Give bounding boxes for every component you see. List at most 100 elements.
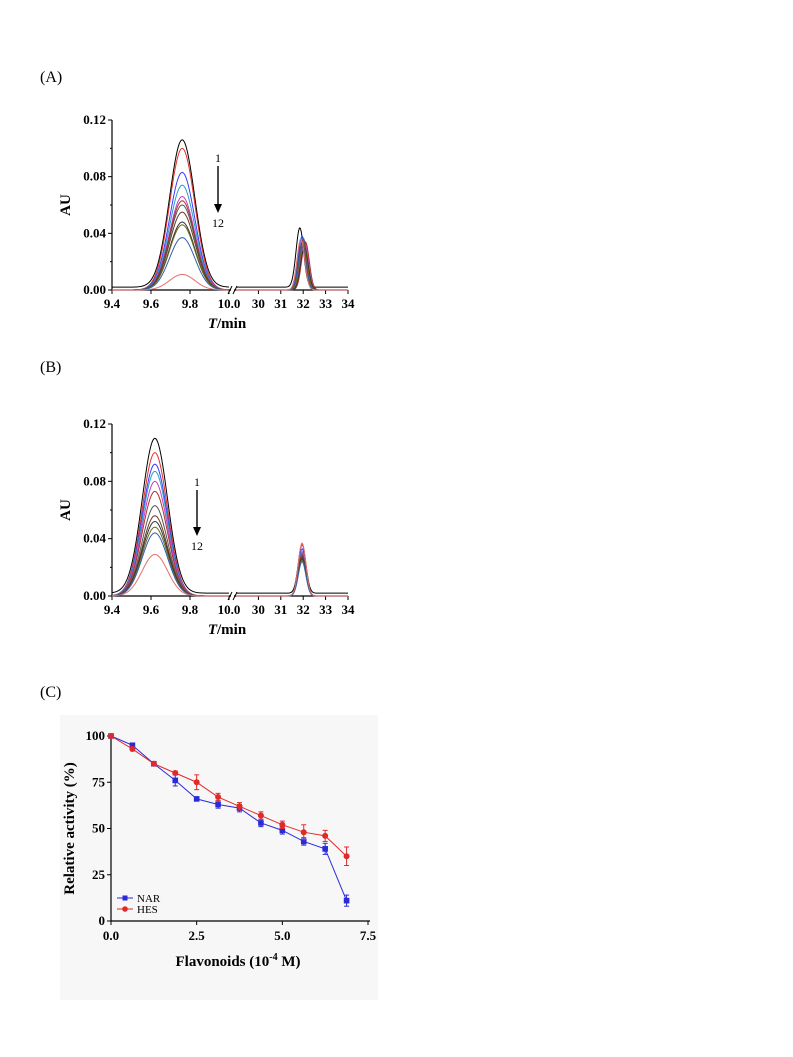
x-tick-label: 31 xyxy=(274,602,287,617)
data-point-hes xyxy=(300,829,307,836)
arrow-head xyxy=(214,204,222,213)
data-point-hes xyxy=(322,832,329,839)
x-tick-label: 34 xyxy=(342,602,356,617)
chromatogram-trace-peak2 xyxy=(236,555,348,597)
legend-marker xyxy=(122,895,128,901)
chromatogram-trace-peak2 xyxy=(236,241,348,291)
chromatogram-trace-peak2 xyxy=(236,558,348,597)
chromatogram-trace-peak2 xyxy=(236,547,348,597)
x-tick-label: 10.0 xyxy=(218,602,241,617)
y-tick-label: 0.04 xyxy=(83,531,106,546)
x-tick-label: 30 xyxy=(252,602,265,617)
chromatogram-trace-peak2 xyxy=(236,236,348,291)
chromatogram-trace-peak2 xyxy=(236,543,348,594)
x-tick-label: 10.0 xyxy=(218,296,241,311)
chromatogram-trace-peak1 xyxy=(112,273,229,291)
x-tick-label: 32 xyxy=(297,602,310,617)
chromatogram-trace-peak2 xyxy=(236,550,348,597)
data-point-nar xyxy=(300,838,307,845)
y-axis-title: AU xyxy=(58,194,74,216)
chromatogram-trace-peak2 xyxy=(236,235,348,291)
y-tick-label: 75 xyxy=(92,774,106,789)
panel-b-label: (B) xyxy=(40,359,61,376)
data-point-hes xyxy=(129,745,136,752)
data-point-nar xyxy=(215,801,221,808)
x-tick-label: 9.4 xyxy=(104,602,121,617)
x-tick-label: 9.4 xyxy=(104,296,121,311)
x-axis-title: Flavonoids (10-4 M) xyxy=(175,952,300,970)
data-point-nar xyxy=(322,846,328,852)
chromatogram-trace-peak2 xyxy=(236,227,348,288)
chromatogram-trace-peak2 xyxy=(236,238,348,291)
x-tick-label: 9.8 xyxy=(182,602,199,617)
data-point-nar xyxy=(258,820,264,826)
data-point-hes xyxy=(236,803,243,810)
x-tick-label: 9.6 xyxy=(143,602,160,617)
arrow-start-label: 1 xyxy=(215,151,221,165)
y-tick-label: 0.12 xyxy=(83,112,106,127)
data-point-nar xyxy=(172,777,179,784)
x-tick-label: 31 xyxy=(274,296,287,311)
legend-label: NAR xyxy=(137,893,161,905)
x-tick-label: 2.5 xyxy=(189,928,206,943)
y-axis-title: AU xyxy=(58,499,74,521)
chromatogram-trace-peak2 xyxy=(236,243,348,291)
chromatogram-panel-b: (B) 0.00 0.04 0.08 0.12 9.4 9.6 9.8 10.0 30 31 32 3… xyxy=(40,359,355,638)
data-point-hes xyxy=(150,760,157,767)
y-tick-label: 25 xyxy=(92,867,106,882)
chromatogram-trace-peak2 xyxy=(236,553,348,597)
x-axis-title-unit: /min xyxy=(216,622,247,638)
x-axis-title-main: Flavonoids (10 xyxy=(175,954,269,970)
y-tick-label: 0.00 xyxy=(83,282,106,297)
data-point-nar xyxy=(129,742,136,749)
chromatogram-trace-peak2 xyxy=(236,542,348,597)
data-point-nar xyxy=(343,897,350,904)
x-axis-title-unit: M) xyxy=(278,954,301,970)
arrow-end-label: 12 xyxy=(191,539,203,553)
data-point-nar xyxy=(279,827,286,834)
arrow-end-label: 12 xyxy=(212,216,224,230)
arrow-head xyxy=(193,527,201,536)
chromatogram-trace-peak1 xyxy=(111,452,229,597)
chromatogram-trace-peak2 xyxy=(236,245,348,291)
chromatogram-trace-peak2 xyxy=(236,246,348,291)
y-tick-label: 0.08 xyxy=(83,169,106,184)
chromatogram-trace-peak2 xyxy=(236,543,348,597)
x-axis-title: T/min xyxy=(208,622,247,638)
data-point-hes xyxy=(193,779,200,786)
chromatogram-trace-peak2 xyxy=(236,552,348,597)
x-tick-label: 33 xyxy=(319,602,333,617)
y-tick-label: 0 xyxy=(99,913,106,928)
chromatogram-panel-a: (A) 0.00 0.04 0.08 0.12 9.4 9.6 9.8 10.0 30 31 32 3… xyxy=(40,69,355,332)
arrow-start-label: 1 xyxy=(194,475,200,489)
chromatogram-trace-peak1 xyxy=(111,553,229,597)
chromatogram-trace-peak2 xyxy=(236,238,348,291)
activity-panel-c: (C) 0 25 50 75 100 0.0 2.5 5.0 7.5 Relative activ… xyxy=(40,684,378,1000)
panel-a-label: (A) xyxy=(40,69,62,86)
data-point-hes xyxy=(215,794,222,801)
chromatogram-trace-peak1 xyxy=(112,139,230,288)
y-tick-label: 0.04 xyxy=(83,225,106,240)
y-tick-label: 100 xyxy=(86,728,106,743)
x-tick-label: 5.0 xyxy=(274,928,290,943)
x-tick-label: 9.6 xyxy=(143,296,160,311)
y-tick-label: 0.08 xyxy=(83,473,106,488)
chromatogram-trace-peak2 xyxy=(236,556,348,597)
x-axis-title-exponent: -4 xyxy=(269,952,277,963)
legend-label: HES xyxy=(137,904,158,916)
x-tick-label: 9.8 xyxy=(182,296,199,311)
data-point-hes xyxy=(172,770,179,776)
data-point-hes xyxy=(108,733,114,739)
data-point-hes xyxy=(279,821,286,828)
x-axis-title-unit: /min xyxy=(216,316,247,332)
y-tick-label: 0.00 xyxy=(83,588,106,603)
x-tick-label: 33 xyxy=(319,296,333,311)
chromatogram-trace-peak2 xyxy=(236,242,348,291)
chromatogram-trace-peak2 xyxy=(236,238,348,291)
x-tick-label: 32 xyxy=(297,296,310,311)
data-point-hes xyxy=(343,853,350,860)
data-point-nar xyxy=(193,796,200,802)
x-tick-label: 30 xyxy=(252,296,265,311)
series-line-nar xyxy=(110,735,348,901)
